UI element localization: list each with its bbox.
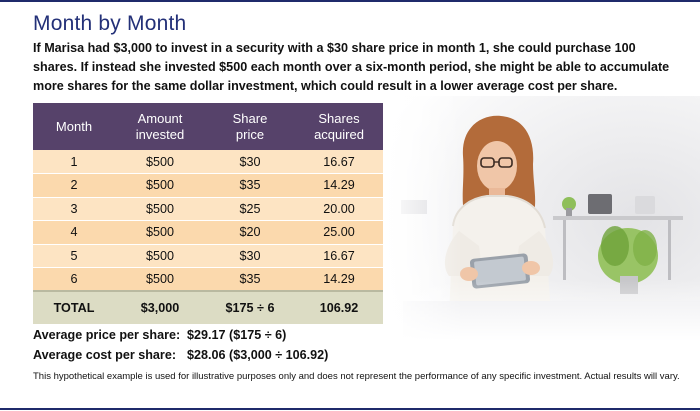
- average-price-line: Average price per share: $29.17 ($175 ÷ …: [33, 325, 328, 345]
- cell-shares: 25.00: [295, 220, 383, 245]
- page-title: Month by Month: [33, 12, 187, 35]
- average-price-label: Average price per share:: [33, 328, 181, 342]
- cell-price: $35: [205, 173, 295, 198]
- cell-month: 2: [33, 173, 115, 198]
- table-header-row: Month Amount invested Share price Shares ac…: [33, 103, 383, 150]
- total-price: $175 ÷ 6: [205, 290, 295, 325]
- cell-amount: $500: [115, 267, 205, 292]
- table-row: 6 $500 $35 14.29: [33, 267, 383, 292]
- header-share-price: Share price: [205, 103, 295, 150]
- intro-paragraph: If Marisa had $3,000 to invest in a secu…: [33, 41, 670, 93]
- cell-shares: 14.29: [295, 173, 383, 198]
- total-shares: 106.92: [295, 290, 383, 325]
- cell-price: $20: [205, 220, 295, 245]
- bottom-rule: [0, 408, 700, 410]
- total-amount: $3,000: [115, 290, 205, 325]
- cell-price: $30: [205, 150, 295, 174]
- header-shares-acquired: Shares acquired: [295, 103, 383, 150]
- cell-month: 4: [33, 220, 115, 245]
- table-row: 3 $500 $25 20.00: [33, 197, 383, 221]
- cell-amount: $500: [115, 197, 205, 221]
- cell-amount: $500: [115, 244, 205, 268]
- top-rule: [0, 0, 700, 2]
- table-row: 4 $500 $20 25.00: [33, 220, 383, 245]
- woman-with-tablet-photo: [383, 96, 700, 341]
- cell-shares: 16.67: [295, 150, 383, 174]
- cell-price: $35: [205, 267, 295, 292]
- cell-amount: $500: [115, 220, 205, 245]
- total-label: TOTAL: [33, 290, 115, 325]
- cell-price: $30: [205, 244, 295, 268]
- cell-amount: $500: [115, 150, 205, 174]
- average-price-value: $29.17 ($175 ÷ 6): [187, 328, 287, 342]
- table-row: 2 $500 $35 14.29: [33, 173, 383, 198]
- header-month: Month: [33, 103, 115, 150]
- cell-month: 5: [33, 244, 115, 268]
- table-total-row: TOTAL $3,000 $175 ÷ 6 106.92: [33, 290, 383, 325]
- summary-block: Average price per share: $29.17 ($175 ÷ …: [33, 325, 328, 365]
- average-cost-line: Average cost per share: $28.06 ($3,000 ÷…: [33, 345, 328, 365]
- cell-shares: 20.00: [295, 197, 383, 221]
- cell-amount: $500: [115, 173, 205, 198]
- cell-shares: 14.29: [295, 267, 383, 292]
- cell-price: $25: [205, 197, 295, 221]
- investment-table: Month Amount invested Share price Shares ac…: [33, 103, 383, 325]
- header-amount-invested: Amount invested: [115, 103, 205, 150]
- cell-month: 1: [33, 150, 115, 174]
- table-row: 5 $500 $30 16.67: [33, 244, 383, 268]
- cell-shares: 16.67: [295, 244, 383, 268]
- disclaimer: This hypothetical example is used for il…: [33, 371, 680, 382]
- table-row: 1 $500 $30 16.67: [33, 150, 383, 174]
- average-cost-label: Average cost per share:: [33, 348, 177, 362]
- cell-month: 3: [33, 197, 115, 221]
- average-cost-value: $28.06 ($3,000 ÷ 106.92): [187, 348, 329, 362]
- cell-month: 6: [33, 267, 115, 292]
